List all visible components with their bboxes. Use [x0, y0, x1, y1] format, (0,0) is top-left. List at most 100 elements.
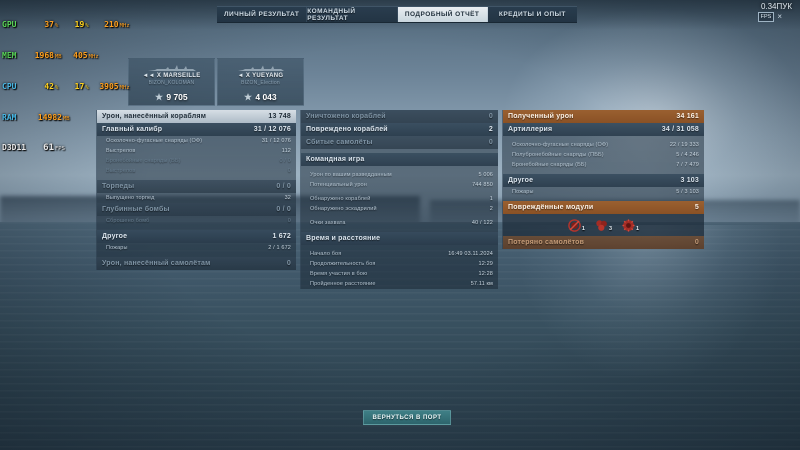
perf-label-mem: MEM — [2, 50, 17, 60]
ship-name-row: ◄◄ X MARSEILLE — [142, 73, 200, 79]
row-label: Другое — [102, 233, 128, 240]
ship-silhouette-icon — [236, 62, 286, 72]
section-team-play: Командная игра — [301, 153, 498, 166]
row-value: 34 / 31 058 — [661, 126, 699, 133]
row-label: Потенциальный урон — [310, 182, 367, 188]
row-value: 3 103 — [680, 177, 699, 184]
tab-team-result[interactable]: КОМАНДНЫЙ РЕЗУЛЬТАТ — [307, 7, 398, 22]
report-tab-bar[interactable]: ЛИЧНЫЙ РЕЗУЛЬТАТ КОМАНДНЫЙ РЕЗУЛЬТАТ ПОД… — [217, 6, 577, 23]
row-capture-points: Очки захвата 40 / 122 — [301, 218, 498, 228]
perf-row-ram: RAM 14982 MB — [2, 112, 70, 122]
fps-badge-group[interactable]: FPS × — [757, 12, 782, 22]
row-main-battery: Главный калибр 31 / 12 076 — [97, 123, 296, 136]
tab-detailed-report[interactable]: ПОДРОБНЫЙ ОТЧЁТ — [397, 7, 488, 22]
row-value: 5 / 4 246 — [676, 152, 699, 158]
perf-gpu-clock: 210 — [104, 20, 119, 30]
return-to-port-button[interactable]: ВЕРНУТЬСЯ В ПОРТ — [363, 410, 451, 425]
column-damage-received: Полученный урон 34 161 Артиллерия 34 / 3… — [502, 110, 704, 249]
row-depth-charges-dropped: Сброшено бомб 0 — [97, 216, 296, 226]
row-potential-damage: Потенциальный урон 744 850 — [301, 180, 498, 190]
perf-gpu-extra: 19 — [74, 20, 85, 30]
row-value: 112 — [281, 148, 291, 154]
perf-cpu-extra: 17 — [74, 81, 85, 91]
row-battle-duration: Продолжительность боя 12:29 — [301, 259, 498, 269]
tab-credits-and-xp[interactable]: КРЕДИТЫ И ОПЫТ — [498, 11, 566, 18]
ship-card-yueyang[interactable]: ◄ X YUEYANG BIZON_Election 4 043 — [217, 58, 304, 106]
row-value: 1 — [489, 196, 493, 202]
perf-label-gpu: GPU — [2, 20, 17, 30]
row-value: 22 / 19 333 — [669, 142, 699, 148]
row-value: 2 — [488, 126, 493, 133]
row-depth-charges: Глубинные бомбы 0 / 0 — [97, 203, 296, 216]
row-label: Выстрелов — [106, 168, 136, 174]
row-label: Пожары — [512, 189, 534, 195]
damaged-modules-icons: 1 3 — [503, 214, 704, 236]
row-ships-damaged: Повреждено кораблей 2 — [301, 123, 498, 136]
row-value: 0 — [287, 218, 291, 224]
row-value: 5 — [694, 204, 699, 211]
row-label: Повреждено кораблей — [306, 126, 388, 133]
row-value: 0 / 0 — [276, 183, 291, 190]
row-value: 57.11 км — [470, 281, 493, 287]
row-value: 0 / 0 — [276, 206, 291, 213]
row-squadrons-spotted: Обнаружено эскадрилий 2 — [301, 204, 498, 214]
section-time-and-distance: Время и расстояние — [301, 232, 498, 245]
xp-star-icon — [155, 93, 164, 101]
perf-ram-used: 14982 — [37, 112, 62, 122]
row-label: Очки захвата — [310, 220, 346, 226]
row-label: Бронебойные снаряды (ББ) — [106, 158, 181, 164]
row-label: Потеряно самолётов — [508, 239, 585, 246]
row-label: Сбитые самолёты — [306, 139, 373, 146]
row-label: Другое — [508, 177, 534, 184]
ping-indicator: 0.34ПУК — [760, 2, 792, 11]
row-value: 2 — [489, 206, 493, 212]
row-aircraft-shot-down: Сбитые самолёты 0 — [301, 136, 498, 149]
row-label: Начало боя — [310, 251, 342, 257]
row-ap-shells: Бронебойные снаряды (ББ) 0 / 0 — [97, 156, 296, 166]
row-value: 0 — [287, 168, 291, 174]
ship-silhouette-icon — [147, 62, 197, 72]
module-count: 1 — [636, 225, 640, 232]
ship-card-marseille[interactable]: ◄◄ X MARSEILLE BIZON_KOLOMAN 9 705 — [128, 58, 215, 106]
close-icon[interactable]: × — [777, 12, 782, 21]
row-label: Урон, нанесённый кораблям — [102, 113, 207, 120]
row-label: Выстрелов — [106, 148, 136, 154]
ship-cards: ◄◄ X MARSEILLE BIZON_KOLOMAN 9 705 ◄ X Y… — [128, 58, 304, 106]
row-label: Урон по вашим разведданным — [310, 172, 392, 178]
module-count: 1 — [581, 225, 585, 232]
perf-label-ram: RAM — [2, 112, 17, 122]
ship-name-row: ◄ X YUEYANG — [238, 73, 284, 79]
perf-row-cpu: CPU 42% 17% 3905 MHz — [2, 81, 130, 91]
xp-star-icon — [244, 93, 253, 101]
perf-cpu-clock: 3905 — [99, 81, 119, 91]
row-label: Продолжительность боя — [310, 261, 376, 267]
row-other-damage: Другое 1 672 — [97, 230, 296, 243]
row-he-shells: Осколочно-фугасные снаряды (ОФ) 31 / 12 … — [97, 136, 296, 146]
row-sap-shells-received: Полубронебойные снаряды (ПББ) 5 / 4 246 — [503, 150, 704, 160]
column-damage-dealt: Урон, нанесённый кораблям 13 748 Главный… — [96, 110, 296, 270]
row-value: 1 672 — [272, 233, 291, 240]
row-damage-to-ships: Урон, нанесённый кораблям 13 748 — [97, 110, 296, 123]
row-value: 31 / 12 076 — [253, 126, 291, 133]
module-magazine: 3 — [595, 219, 612, 232]
tab-personal-result[interactable]: ЛИЧНЫЙ РЕЗУЛЬТАТ — [217, 7, 308, 22]
row-label: Время участия в бою — [310, 271, 368, 277]
row-he-shells-received: Осколочно-фугасные снаряды (ОФ) 22 / 19 … — [503, 140, 704, 150]
row-label: Полученный урон — [508, 113, 574, 120]
ship-xp-row: 4 043 — [218, 92, 303, 102]
row-value: 32 — [284, 195, 291, 201]
row-label: Бронебойные снаряды (ББ) — [512, 162, 587, 168]
ship-name: X MARSEILLE — [156, 73, 201, 79]
row-spotting-damage: Урон по вашим разведданным 5 006 — [301, 170, 498, 180]
row-torpedoes: Торпеды 0 / 0 — [97, 180, 296, 193]
fps-badge[interactable]: FPS — [757, 12, 775, 22]
turret-icon — [622, 218, 635, 232]
row-label: Торпеды — [102, 183, 135, 190]
row-torpedoes-fired: Выпущено торпед 32 — [97, 193, 296, 203]
row-battle-start: Начало боя 16:49 03.11.2024 — [301, 249, 498, 259]
sea-glare — [520, 225, 780, 375]
perf-gpu-usage: 37 — [44, 20, 54, 30]
row-label: Осколочно-фугасные снаряды (ОФ) — [106, 138, 203, 144]
row-time-in-battle: Время участия в бою 12:28 — [301, 269, 498, 279]
row-label: Артиллерия — [508, 126, 553, 133]
